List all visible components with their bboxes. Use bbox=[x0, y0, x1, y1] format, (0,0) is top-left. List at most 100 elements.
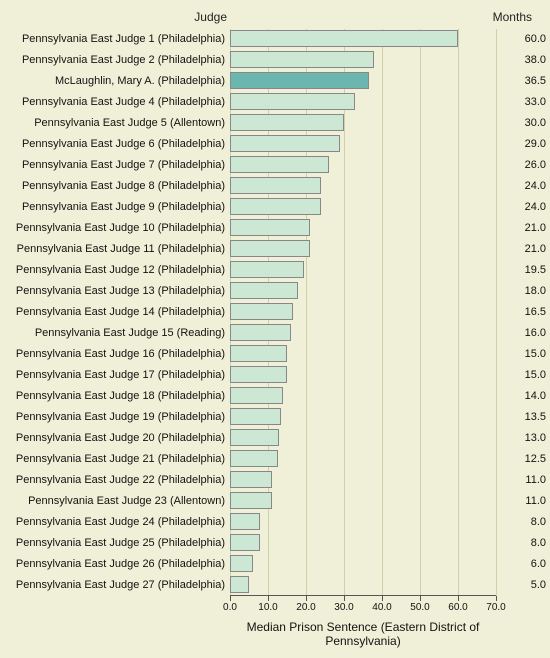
bar bbox=[230, 429, 279, 446]
months-value: 14.0 bbox=[496, 390, 550, 402]
months-value: 19.5 bbox=[496, 264, 550, 276]
x-tick-label: 70.0 bbox=[486, 602, 505, 613]
judge-label: Pennsylvania East Judge 20 (Philadelphia… bbox=[10, 432, 230, 444]
header-judge: Judge bbox=[12, 10, 232, 24]
judge-label: Pennsylvania East Judge 23 (Allentown) bbox=[10, 495, 230, 507]
bar-row: Pennsylvania East Judge 25 (Philadelphia… bbox=[10, 532, 540, 553]
months-value: 18.0 bbox=[496, 285, 550, 297]
bar-plot-cell bbox=[230, 280, 496, 301]
months-value: 6.0 bbox=[496, 558, 550, 570]
bar-plot-cell bbox=[230, 469, 496, 490]
x-tick bbox=[306, 596, 307, 601]
months-value: 13.0 bbox=[496, 432, 550, 444]
x-axis-line bbox=[230, 595, 496, 602]
bar-plot-cell bbox=[230, 385, 496, 406]
bar-plot-cell bbox=[230, 511, 496, 532]
bar-row: Pennsylvania East Judge 11 (Philadelphia… bbox=[10, 238, 540, 259]
bar-plot-cell bbox=[230, 49, 496, 70]
bar-plot-cell bbox=[230, 532, 496, 553]
months-value: 11.0 bbox=[496, 474, 550, 486]
judge-label: Pennsylvania East Judge 14 (Philadelphia… bbox=[10, 306, 230, 318]
bar bbox=[230, 534, 260, 551]
bar bbox=[230, 30, 458, 47]
bar bbox=[230, 576, 249, 593]
judge-label: Pennsylvania East Judge 21 (Philadelphia… bbox=[10, 453, 230, 465]
bar-plot-cell bbox=[230, 112, 496, 133]
bar-row: Pennsylvania East Judge 19 (Philadelphia… bbox=[10, 406, 540, 427]
x-tick-label: 50.0 bbox=[410, 602, 429, 613]
column-headers: Judge Months bbox=[10, 10, 540, 28]
bar-plot-cell bbox=[230, 364, 496, 385]
months-value: 33.0 bbox=[496, 96, 550, 108]
x-tick-label: 30.0 bbox=[334, 602, 353, 613]
months-value: 26.0 bbox=[496, 159, 550, 171]
bar bbox=[230, 387, 283, 404]
bar bbox=[230, 324, 291, 341]
bar-row: Pennsylvania East Judge 24 (Philadelphia… bbox=[10, 511, 540, 532]
bar bbox=[230, 492, 272, 509]
judge-label: Pennsylvania East Judge 26 (Philadelphia… bbox=[10, 558, 230, 570]
x-tick-label: 0.0 bbox=[223, 602, 237, 613]
header-months: Months bbox=[482, 10, 532, 24]
bar-plot-cell bbox=[230, 553, 496, 574]
bar-row: Pennsylvania East Judge 27 (Philadelphia… bbox=[10, 574, 540, 595]
bar bbox=[230, 345, 287, 362]
bar bbox=[230, 261, 304, 278]
x-tick bbox=[382, 596, 383, 601]
x-tick bbox=[230, 596, 231, 601]
months-value: 38.0 bbox=[496, 54, 550, 66]
bar bbox=[230, 282, 298, 299]
judge-label: Pennsylvania East Judge 11 (Philadelphia… bbox=[10, 243, 230, 255]
x-tick bbox=[496, 596, 497, 601]
bar bbox=[230, 366, 287, 383]
bar bbox=[230, 303, 293, 320]
bar-plot-cell bbox=[230, 574, 496, 595]
bar-row: Pennsylvania East Judge 20 (Philadelphia… bbox=[10, 427, 540, 448]
bar-plot-cell bbox=[230, 196, 496, 217]
bar-row: Pennsylvania East Judge 21 (Philadelphia… bbox=[10, 448, 540, 469]
months-value: 5.0 bbox=[496, 579, 550, 591]
judge-label: Pennsylvania East Judge 8 (Philadelphia) bbox=[10, 180, 230, 192]
judge-label: Pennsylvania East Judge 18 (Philadelphia… bbox=[10, 390, 230, 402]
bar-row: Pennsylvania East Judge 26 (Philadelphia… bbox=[10, 553, 540, 574]
bar-row: Pennsylvania East Judge 8 (Philadelphia)… bbox=[10, 175, 540, 196]
bar-plot-cell bbox=[230, 70, 496, 91]
x-axis-title: Median Prison Sentence (Eastern District… bbox=[230, 620, 496, 648]
bar-plot-cell bbox=[230, 133, 496, 154]
bar-row: Pennsylvania East Judge 17 (Philadelphia… bbox=[10, 364, 540, 385]
bar-row: Pennsylvania East Judge 7 (Philadelphia)… bbox=[10, 154, 540, 175]
x-tick bbox=[268, 596, 269, 601]
x-tick bbox=[458, 596, 459, 601]
months-value: 12.5 bbox=[496, 453, 550, 465]
months-value: 8.0 bbox=[496, 537, 550, 549]
judge-label: Pennsylvania East Judge 10 (Philadelphia… bbox=[10, 222, 230, 234]
bar-plot-cell bbox=[230, 448, 496, 469]
bar-plot-cell bbox=[230, 259, 496, 280]
judge-label: Pennsylvania East Judge 2 (Philadelphia) bbox=[10, 54, 230, 66]
bar-row: McLaughlin, Mary A. (Philadelphia)36.5 bbox=[10, 70, 540, 91]
months-value: 11.0 bbox=[496, 495, 550, 507]
bar bbox=[230, 240, 310, 257]
months-value: 29.0 bbox=[496, 138, 550, 150]
bar-highlighted bbox=[230, 72, 369, 89]
bar bbox=[230, 408, 281, 425]
bar-rows: Pennsylvania East Judge 1 (Philadelphia)… bbox=[10, 28, 540, 595]
judge-label: Pennsylvania East Judge 7 (Philadelphia) bbox=[10, 159, 230, 171]
judge-label: Pennsylvania East Judge 4 (Philadelphia) bbox=[10, 96, 230, 108]
bar-row: Pennsylvania East Judge 10 (Philadelphia… bbox=[10, 217, 540, 238]
judge-label: Pennsylvania East Judge 9 (Philadelphia) bbox=[10, 201, 230, 213]
bar-plot-cell bbox=[230, 322, 496, 343]
bar bbox=[230, 93, 355, 110]
bar bbox=[230, 450, 278, 467]
months-value: 16.5 bbox=[496, 306, 550, 318]
bar-row: Pennsylvania East Judge 16 (Philadelphia… bbox=[10, 343, 540, 364]
bar-row: Pennsylvania East Judge 9 (Philadelphia)… bbox=[10, 196, 540, 217]
judge-label: Pennsylvania East Judge 6 (Philadelphia) bbox=[10, 138, 230, 150]
months-value: 8.0 bbox=[496, 516, 550, 528]
bar-row: Pennsylvania East Judge 2 (Philadelphia)… bbox=[10, 49, 540, 70]
months-value: 21.0 bbox=[496, 243, 550, 255]
chart-container: Judge Months Pennsylvania East Judge 1 (… bbox=[0, 0, 550, 652]
judge-label: Pennsylvania East Judge 19 (Philadelphia… bbox=[10, 411, 230, 423]
bar-row: Pennsylvania East Judge 15 (Reading)16.0 bbox=[10, 322, 540, 343]
judge-label: Pennsylvania East Judge 16 (Philadelphia… bbox=[10, 348, 230, 360]
